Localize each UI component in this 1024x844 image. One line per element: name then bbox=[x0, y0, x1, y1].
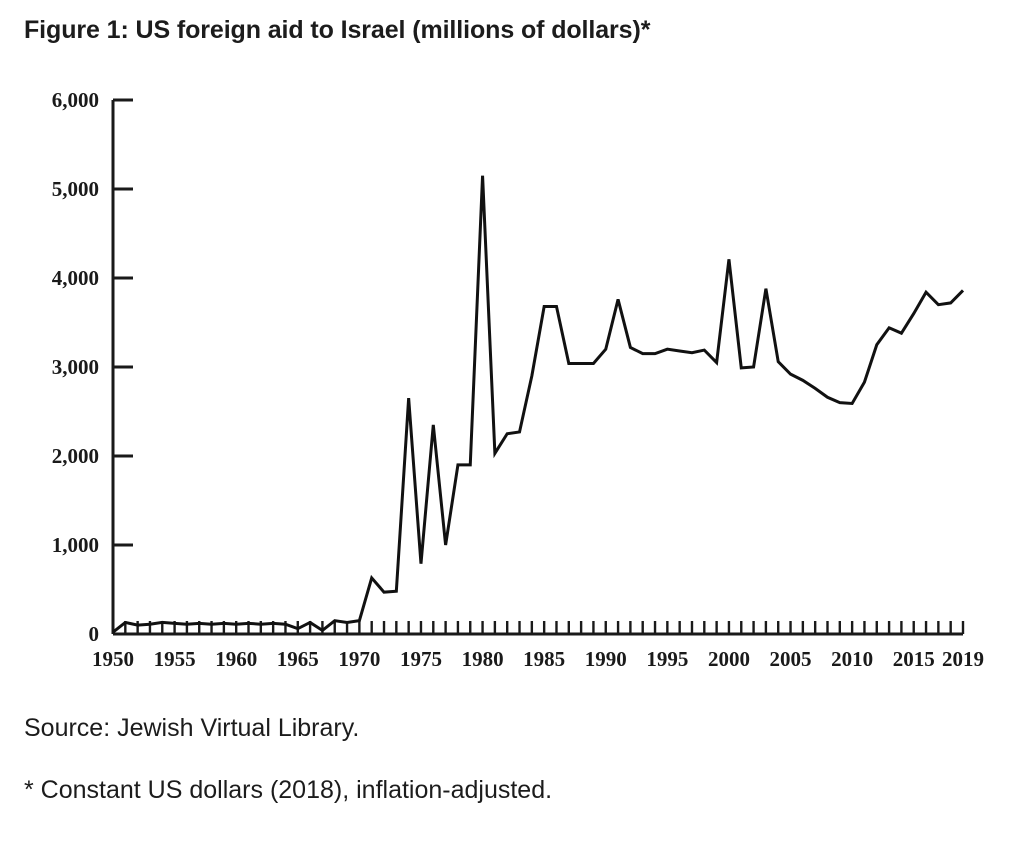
y-tick-label: 5,000 bbox=[52, 177, 99, 201]
x-tick-label: 1960 bbox=[215, 647, 257, 671]
x-tick-label: 1995 bbox=[646, 647, 688, 671]
source-note: Source: Jewish Virtual Library. bbox=[24, 714, 360, 742]
y-tick-label: 6,000 bbox=[52, 88, 99, 112]
x-tick-label: 2019 bbox=[942, 647, 984, 671]
y-tick-label: 4,000 bbox=[52, 266, 99, 290]
x-tick-label: 1985 bbox=[523, 647, 565, 671]
footnote-note: * Constant US dollars (2018), inflation-… bbox=[24, 776, 553, 804]
x-tick-label: 1990 bbox=[585, 647, 627, 671]
line-chart: 0 1,000 2,000 3,000 4,000 5,000 6,000 1950 1955… bbox=[52, 88, 984, 671]
y-tick-label: 0 bbox=[89, 622, 100, 646]
x-tick-label: 2015 bbox=[893, 647, 935, 671]
x-tick-label: 1980 bbox=[462, 647, 504, 671]
y-tick-label: 1,000 bbox=[52, 533, 99, 557]
aid-series-polyline bbox=[112, 175, 965, 634]
x-tick-label: 1970 bbox=[338, 647, 380, 671]
y-tick-label: 2,000 bbox=[52, 444, 99, 468]
x-tick-label: 1965 bbox=[277, 647, 319, 671]
aid-series-line bbox=[112, 175, 965, 634]
x-tick-label: 2010 bbox=[831, 647, 873, 671]
x-tick-label: 2005 bbox=[770, 647, 812, 671]
x-tick-label: 2000 bbox=[708, 647, 750, 671]
y-axis: 0 1,000 2,000 3,000 4,000 5,000 6,000 bbox=[52, 88, 133, 646]
x-tick-label: 1955 bbox=[154, 647, 196, 671]
y-tick-label: 3,000 bbox=[52, 355, 99, 379]
figure-title: Figure 1: US foreign aid to Israel (mill… bbox=[24, 16, 651, 44]
chart-plot-area: 0 1,000 2,000 3,000 4,000 5,000 6,000 1950 1955… bbox=[0, 80, 1024, 680]
x-axis: 1950 1955 1960 1965 1970 1975 1980 1985 1990 1995… bbox=[92, 621, 984, 671]
x-tick-label: 1950 bbox=[92, 647, 134, 671]
x-tick-label: 1975 bbox=[400, 647, 442, 671]
